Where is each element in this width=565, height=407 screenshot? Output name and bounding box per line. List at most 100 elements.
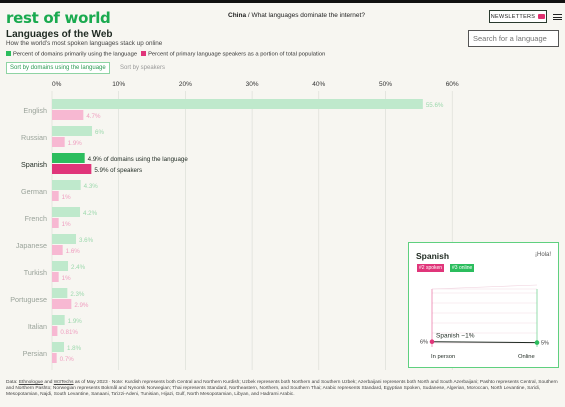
mail-icon <box>538 14 546 19</box>
domains-value-label: 1.8% <box>67 345 82 352</box>
detail-slope-chart: Spanish −1% 6% 5% <box>420 284 549 347</box>
site-logo[interactable]: rest of world <box>6 9 111 27</box>
speakers-bar <box>52 299 72 309</box>
domains-bar <box>52 261 69 271</box>
speakers-value-label: 5.9% of speakers <box>94 167 142 174</box>
detail-slope-line <box>431 341 538 344</box>
domains-bar <box>52 315 65 325</box>
speakers-value-label: 0.81% <box>60 329 78 336</box>
source-prefix: Data: <box>6 380 19 385</box>
breadcrumb: China / What languages dominate the inte… <box>228 12 365 19</box>
speakers-bar <box>52 137 65 147</box>
language-search-input[interactable] <box>468 30 559 47</box>
x-tick-label: 50% <box>379 81 392 88</box>
speakers-bar <box>52 245 63 255</box>
source-link-w3techs[interactable]: W3Techs <box>53 380 74 385</box>
speakers-value-label: 1.9% <box>68 140 83 147</box>
x-tick-label: 60% <box>446 81 459 88</box>
category-label: German <box>21 187 47 196</box>
legend-speakers-label: Percent of primary language speakers as … <box>148 51 326 58</box>
detail-greeting: ¡Hola! <box>534 252 551 258</box>
category-label: Spanish <box>21 160 47 169</box>
domains-bar <box>52 153 85 163</box>
legend-domains: Percent of domains primarily using the l… <box>6 51 137 58</box>
x-tick-label: 10% <box>112 81 125 88</box>
category-label: French <box>25 214 47 223</box>
sort-by-speakers-button[interactable]: Sort by speakers <box>120 65 166 71</box>
category-label: Japanese <box>16 241 47 250</box>
domains-bar <box>52 342 65 352</box>
detail-right-value: 5% <box>541 341 549 347</box>
sort-by-domains-button[interactable]: Sort by domains using the language <box>6 62 110 74</box>
domains-bar <box>52 126 93 136</box>
speakers-value-label: 4.7% <box>86 113 101 120</box>
speakers-value-label: 2.9% <box>74 302 89 309</box>
domains-value-label: 2.3% <box>70 291 85 298</box>
x-tick-label: 30% <box>246 81 259 88</box>
speakers-bar <box>52 164 92 174</box>
chart-legend: Percent of domains primarily using the l… <box>6 51 325 58</box>
domains-value-label: 3.6% <box>79 237 94 244</box>
speakers-bar <box>52 110 84 120</box>
breadcrumb-separator: / <box>246 12 252 19</box>
domains-bar <box>52 180 81 190</box>
top-rule <box>0 0 565 3</box>
speakers-bar <box>52 191 59 201</box>
breadcrumb-title: What languages dominate the internet? <box>251 12 365 19</box>
newsletters-label: NEWSLETTERS <box>490 13 536 20</box>
domains-value-label: 1.9% <box>68 318 83 325</box>
source-note: Data: Ethnologue and W3Techs as of May 2… <box>6 380 559 399</box>
category-label: Turkish <box>24 268 47 277</box>
x-tick-label: 20% <box>179 81 192 88</box>
legend-domains-label: Percent of domains primarily using the l… <box>13 51 138 58</box>
x-tick-label: 0% <box>52 81 62 88</box>
speakers-value-label: 0.7% <box>60 356 75 363</box>
newsletters-button[interactable]: NEWSLETTERS <box>489 10 547 23</box>
detail-language-title: Spanish <box>416 251 450 261</box>
speakers-bar <box>52 326 58 336</box>
speakers-bar <box>52 218 59 228</box>
category-label: Persian <box>23 349 47 358</box>
domains-value-label: 4.3% <box>84 183 99 190</box>
domains-bar <box>52 234 77 244</box>
x-tick-label: 40% <box>312 81 325 88</box>
category-label: Russian <box>21 133 47 142</box>
legend-speakers: Percent of primary language speakers as … <box>141 51 325 58</box>
legend-speakers-swatch <box>141 51 147 56</box>
page-title: Languages of the Web <box>6 29 113 40</box>
speakers-bar <box>52 272 59 282</box>
domains-value-label: 4.2% <box>83 210 98 217</box>
detail-online-rank-badge: #3 online <box>450 264 475 272</box>
hamburger-menu-icon[interactable] <box>553 14 562 20</box>
speakers-value-label: 1% <box>62 275 71 282</box>
domains-bar <box>52 207 81 217</box>
detail-spoken-rank-badge: #2 spoken <box>417 264 445 272</box>
speakers-bar <box>52 353 57 363</box>
domains-bar <box>52 288 68 298</box>
detail-axis-online: Online <box>518 354 535 360</box>
domains-value-label: 4.9% of domains using the language <box>88 156 189 163</box>
domains-bar <box>52 99 423 109</box>
detail-line-label: Spanish −1% <box>436 333 475 340</box>
language-detail-panel: Spanish ¡Hola! #2 spoken #3 online Spani… <box>408 242 559 368</box>
detail-axis-in-person: In person <box>431 354 456 360</box>
page-subtitle: How the world's most spoken languages st… <box>6 40 163 47</box>
legend-domains-swatch <box>6 51 11 56</box>
domains-value-label: 6% <box>95 129 104 136</box>
category-label: English <box>23 106 47 115</box>
domains-value-label: 2.4% <box>71 264 86 271</box>
source-note-text: as of May 2023 · Note: Kurdish represent… <box>6 380 558 398</box>
language-bar-chart: 0% 10% 20% 30% 40% 50% 60% English 55.6% 4.7% Russ… <box>10 81 459 370</box>
domains-value-label: 55.6% <box>426 102 444 109</box>
detail-reference-line <box>431 284 538 290</box>
breadcrumb-section[interactable]: China <box>228 12 247 19</box>
speakers-value-label: 1.6% <box>66 248 81 255</box>
source-link-ethnologue[interactable]: Ethnologue <box>18 380 44 385</box>
detail-left-value: 6% <box>420 340 428 346</box>
speakers-value-label: 1% <box>62 194 71 201</box>
category-label: Portuguese <box>10 295 47 304</box>
source-and: and <box>43 380 54 385</box>
detail-online-dot <box>534 340 540 345</box>
detail-in-person-dot <box>429 339 435 344</box>
speakers-value-label: 1% <box>62 221 71 228</box>
